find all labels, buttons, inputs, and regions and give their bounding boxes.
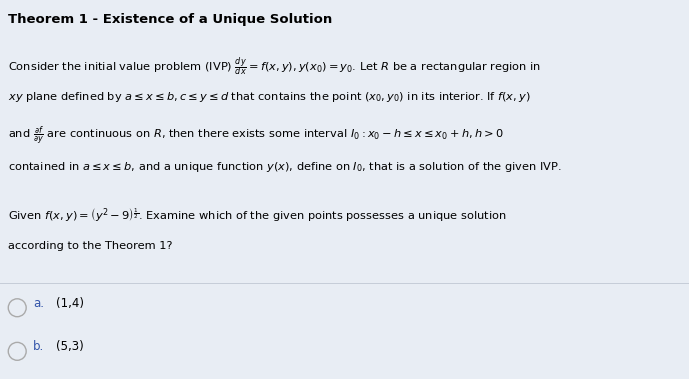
Text: Consider the initial value problem (IVP) $\frac{dy}{dx} = f\left(x, y\right), y\: Consider the initial value problem (IVP)… [8, 55, 542, 78]
Text: contained in $a \leq x \leq b$, and a unique function $y\left(x\right)$, define : contained in $a \leq x \leq b$, and a un… [8, 160, 562, 174]
Text: $xy$ plane defined by $a \leq x \leq b, c \leq y \leq d$ that contains the point: $xy$ plane defined by $a \leq x \leq b, … [8, 90, 531, 104]
Text: according to the Theorem 1?: according to the Theorem 1? [8, 241, 173, 251]
Text: Theorem 1 - Existence of a Unique Solution: Theorem 1 - Existence of a Unique Soluti… [8, 13, 333, 26]
Text: a.: a. [33, 297, 44, 310]
Text: (1,4): (1,4) [56, 297, 85, 310]
Text: Given $f\left(x, y\right) = \left(y^2 - 9\right)^{\frac{1}{2}}$. Examine which o: Given $f\left(x, y\right) = \left(y^2 - … [8, 206, 506, 224]
Text: b.: b. [33, 340, 44, 353]
Text: and $\frac{\partial f}{\partial y}$ are continuous on $R$, then there exists som: and $\frac{\partial f}{\partial y}$ are … [8, 125, 504, 148]
Text: (5,3): (5,3) [56, 340, 84, 353]
